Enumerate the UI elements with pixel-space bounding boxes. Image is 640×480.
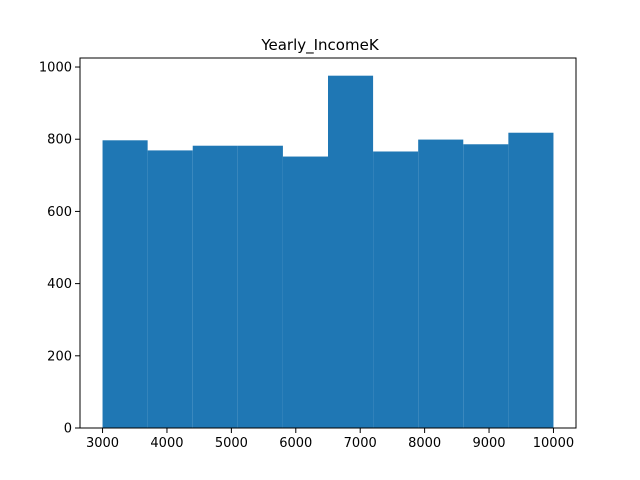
x-tick-label: 5000 xyxy=(215,436,248,451)
bars-group xyxy=(102,75,554,429)
x-tick-label: 6000 xyxy=(279,436,312,451)
x-axis: 3000 4000 5000 6000 7000 8000 9000 10000 xyxy=(86,428,574,451)
y-tick-label: 200 xyxy=(47,349,72,364)
x-tick-label: 9000 xyxy=(472,436,505,451)
y-tick-label: 1000 xyxy=(39,61,72,76)
x-tick-label: 3000 xyxy=(86,436,119,451)
x-tick-label: 8000 xyxy=(408,436,441,451)
y-tick-label: 600 xyxy=(47,205,72,220)
histogram-bar xyxy=(102,140,148,429)
histogram-bar xyxy=(418,139,464,428)
histogram-bar xyxy=(147,150,193,428)
x-tick-label: 7000 xyxy=(344,436,377,451)
histogram-bar xyxy=(463,144,509,428)
plot-frame xyxy=(79,57,577,429)
y-tick-label: 400 xyxy=(47,277,72,292)
y-tick-label: 800 xyxy=(47,133,72,148)
y-axis: 0 200 400 600 800 1000 xyxy=(39,61,80,437)
histogram-bar xyxy=(328,75,374,428)
histogram-bar xyxy=(237,145,283,428)
x-tick-label: 4000 xyxy=(150,436,183,451)
chart-title: Yearly_IncomeK xyxy=(260,36,379,55)
x-tick-label: 10000 xyxy=(533,436,574,451)
histogram-bar xyxy=(282,156,328,429)
y-tick-label: 0 xyxy=(64,422,72,437)
histogram-bar xyxy=(373,151,419,428)
histogram-bar xyxy=(192,145,238,428)
histogram-bar xyxy=(508,132,554,428)
